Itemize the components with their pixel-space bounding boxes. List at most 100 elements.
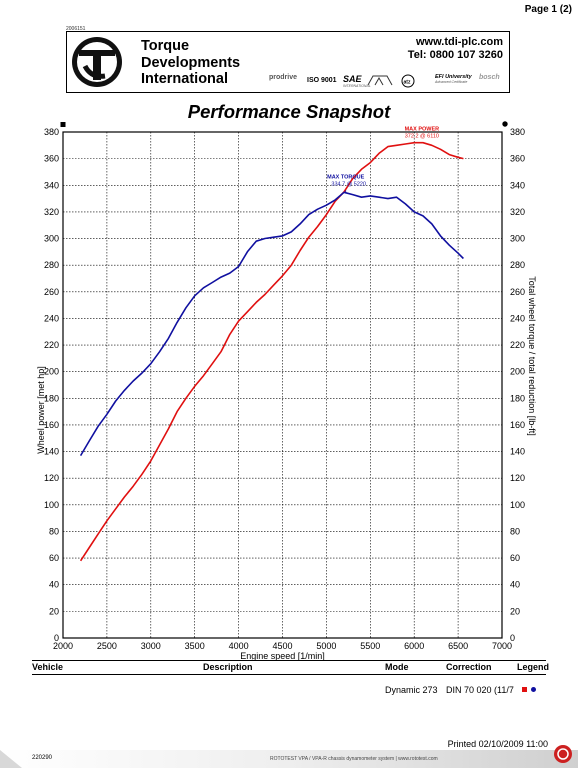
- x-tick-label: 3500: [185, 641, 205, 651]
- y-right-tick-label: 140: [510, 447, 525, 457]
- y-left-tick-label: 20: [49, 606, 59, 616]
- y-right-tick-label: 160: [510, 420, 525, 430]
- y-left-tick-label: 160: [44, 420, 59, 430]
- tdi-logo: [72, 37, 122, 87]
- footer-rule-bottom: [32, 674, 546, 675]
- max-torque-label: MAX TORQUE: [327, 174, 365, 180]
- y-left-tick-label: 300: [44, 234, 59, 244]
- svg-text:atz: atz: [404, 80, 411, 86]
- company-name: Torque Developments International: [141, 38, 240, 88]
- correction-value: DIN 70 020 (11/76: [446, 685, 514, 695]
- certification-logos: prodrive ISO 9001 SAE INTERNATIONAL atz E…: [269, 74, 507, 90]
- y-left-tick-label: 380: [44, 127, 59, 137]
- website-url[interactable]: www.tdi-plc.com: [416, 36, 503, 48]
- y-left-tick-label: 360: [44, 154, 59, 164]
- y-left-tick-label: 280: [44, 260, 59, 270]
- y-left-tick-label: 0: [54, 633, 59, 643]
- page-number: Page 1 (2): [524, 4, 572, 15]
- y-left-tick-label: 220: [44, 340, 59, 350]
- max-power-value: 372.2 @ 6110: [405, 133, 439, 139]
- footer-bar: [0, 750, 578, 768]
- y-right-tick-label: 220: [510, 340, 525, 350]
- telephone: Tel: 0800 107 3260: [407, 49, 503, 61]
- y-right-tick-label: 340: [510, 180, 525, 190]
- y-left-tick-label: 340: [44, 180, 59, 190]
- y-right-tick-label: 100: [510, 500, 525, 510]
- header-vehicle: Vehicle: [32, 662, 64, 672]
- prodrive-logo: prodrive: [269, 74, 298, 81]
- y-left-tick-label: 240: [44, 313, 59, 323]
- y-left-tick-label: 100: [44, 500, 59, 510]
- y-right-tick-label: 20: [510, 606, 520, 616]
- y-axis-label-left: Wheel power [met hp]: [36, 366, 46, 454]
- efi-university-logo: EFI University Advanced Certificate: [435, 74, 472, 84]
- rototest-logo: [554, 745, 572, 763]
- y-left-tick-label: 80: [49, 526, 59, 536]
- y-right-tick-label: 120: [510, 473, 525, 483]
- x-tick-label: 6500: [448, 641, 468, 651]
- power-axis-marker: [60, 122, 66, 127]
- sae-logo: SAE INTERNATIONAL: [343, 74, 371, 88]
- document-id: 220290: [32, 755, 53, 761]
- x-tick-label: 4000: [229, 641, 249, 651]
- y-left-tick-label: 140: [44, 447, 59, 457]
- y-right-tick-label: 320: [510, 207, 525, 217]
- bosch-logo: bosch: [479, 74, 500, 81]
- contact-info: www.tdi-plc.com Tel: 0800 107 3260: [408, 36, 503, 61]
- y-right-tick-label: 300: [510, 234, 525, 244]
- torque-axis-marker: [502, 121, 508, 127]
- y-right-tick-label: 40: [510, 580, 520, 590]
- x-tick-label: 7000: [492, 641, 512, 651]
- automotive-logo: [367, 75, 393, 86]
- x-tick-label: 3000: [141, 641, 161, 651]
- y-left-tick-label: 260: [44, 287, 59, 297]
- max-power-label: MAX POWER: [405, 126, 440, 132]
- max-torque-value: 334.7 @ 5220: [331, 181, 366, 187]
- y-right-tick-label: 360: [510, 154, 525, 164]
- header-description: Description: [203, 662, 253, 672]
- x-tick-label: 4500: [272, 641, 292, 651]
- atz-logo: atz: [401, 74, 415, 88]
- y-left-tick-label: 180: [44, 393, 59, 403]
- y-right-tick-label: 180: [510, 393, 525, 403]
- y-right-tick-label: 0: [510, 633, 515, 643]
- footer-rule-top: [32, 660, 546, 661]
- header-correction: Correction: [446, 662, 492, 672]
- mode-value: Dynamic 273: [385, 685, 438, 695]
- x-axis-label: Engine speed [1/min]: [240, 651, 325, 660]
- rototest-credit: ROTOTEST VPA / VPA-R chassis dynamometer…: [270, 756, 438, 762]
- company-line-3: International: [141, 71, 229, 87]
- torque-curve: [79, 191, 464, 457]
- header-legend: Legend: [517, 662, 550, 672]
- y-right-tick-label: 380: [510, 127, 525, 137]
- legend-power-marker: [522, 687, 527, 692]
- y-right-tick-label: 80: [510, 526, 520, 536]
- x-tick-label: 2000: [53, 641, 73, 651]
- y-right-tick-label: 260: [510, 287, 525, 297]
- report-id: 2006151: [66, 26, 86, 32]
- chart-title: Performance Snapshot: [187, 101, 391, 122]
- y-left-tick-label: 200: [44, 367, 59, 377]
- x-tick-label: 5500: [360, 641, 380, 651]
- printed-date: Printed 02/10/2009 11:00: [447, 739, 548, 749]
- x-tick-label: 6000: [404, 641, 424, 651]
- iso-logo: ISO 9001: [307, 77, 337, 84]
- y-left-tick-label: 40: [49, 580, 59, 590]
- power-curve: [79, 141, 464, 562]
- legend-torque-marker: [531, 687, 536, 692]
- y-right-tick-label: 200: [510, 367, 525, 377]
- y-right-tick-label: 60: [510, 553, 520, 563]
- x-tick-label: 5000: [316, 641, 336, 651]
- x-tick-label: 2500: [97, 641, 117, 651]
- y-axis-label-right: Total wheel torque / total reduction [lb…: [527, 276, 537, 436]
- y-right-tick-label: 240: [510, 313, 525, 323]
- y-left-tick-label: 60: [49, 553, 59, 563]
- company-line-1: Torque: [141, 38, 190, 54]
- header-mode: Mode: [385, 662, 409, 672]
- company-line-2: Developments: [141, 54, 241, 71]
- header-banner: Torque Developments International www.td…: [66, 31, 510, 93]
- y-left-tick-label: 120: [44, 473, 59, 483]
- y-right-tick-label: 280: [510, 260, 525, 270]
- y-left-tick-label: 320: [44, 207, 59, 217]
- performance-chart: 2000 2500 3000 3500 4000 4500 5000 5500 6000 6500…: [36, 121, 537, 660]
